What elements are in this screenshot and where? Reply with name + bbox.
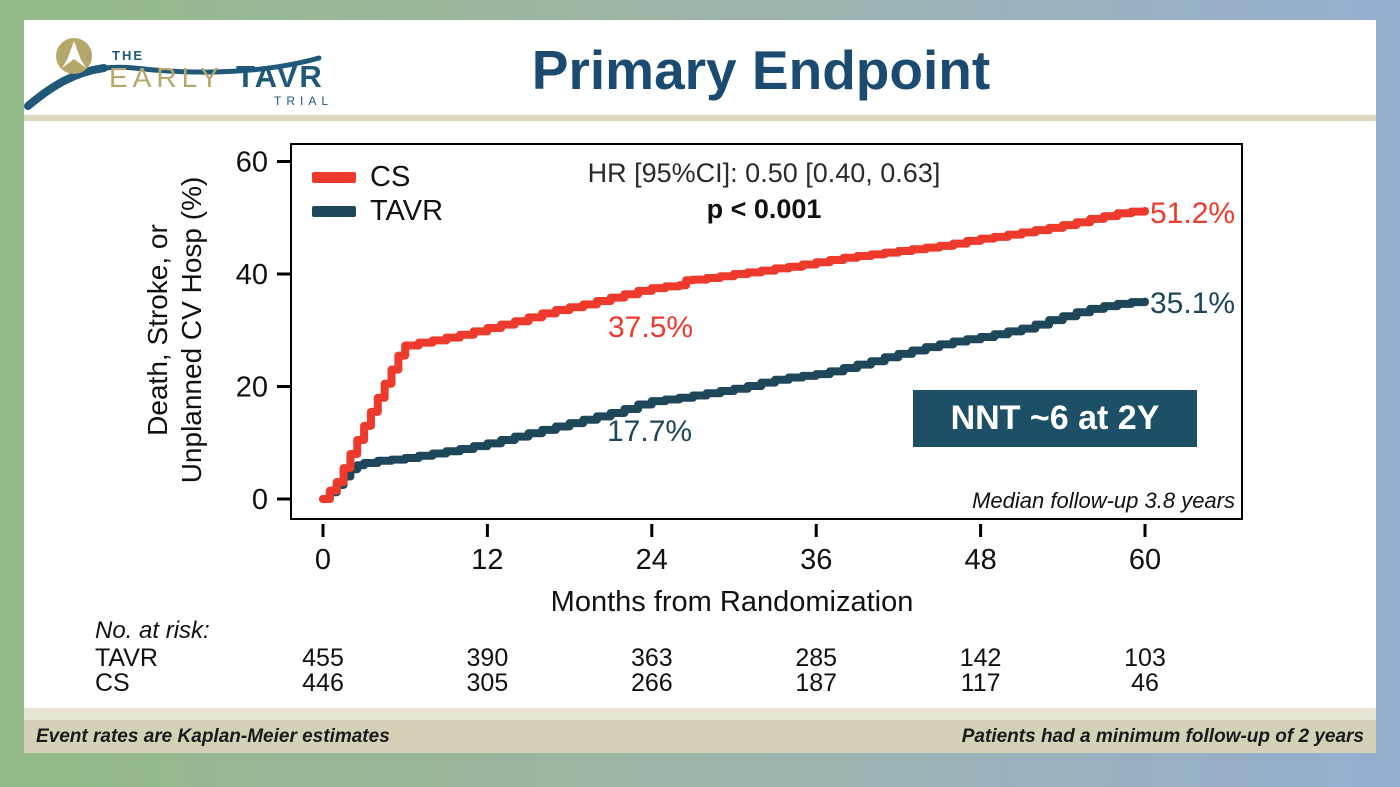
legend-item-tavr: TAVR	[312, 194, 444, 227]
y-tick-label: 40	[236, 259, 268, 291]
logo-text-early: EARLY	[109, 62, 224, 93]
risk-value: 446	[302, 669, 344, 697]
x-tick-label: 24	[636, 544, 668, 576]
legend-swatch-cs	[312, 171, 356, 183]
median-followup-note: Median follow-up 3.8 years	[972, 488, 1235, 513]
footer-divider	[24, 708, 1376, 720]
header-divider	[24, 115, 1376, 121]
y-tick-label: 60	[236, 147, 268, 179]
table-row-cs: CS 446 305 266 187 117 46	[24, 669, 1376, 697]
x-axis-title: Months from Randomization	[550, 586, 914, 618]
legend-item-cs: CS	[312, 160, 443, 193]
risk-value: 455	[302, 644, 344, 672]
table-row-tavr: TAVR 455 390 363 285 142 103	[24, 644, 1376, 672]
page-title: Primary Endpoint	[531, 39, 991, 101]
risk-value: 46	[1131, 669, 1159, 697]
km-curve-tavr	[319, 297, 1149, 503]
cs-final-rate-label: 51.2%	[1150, 197, 1236, 230]
tavr-final-rate-label: 35.1%	[1150, 287, 1236, 320]
logo-text-tavr: TAVR	[236, 59, 324, 94]
y-axis-title: Death, Stroke, or Unplanned CV Hosp (%)	[141, 120, 209, 540]
footer-bar: Event rates are Kaplan-Meier estimates P…	[24, 720, 1376, 753]
risk-value: 142	[959, 644, 1002, 672]
risk-value: 390	[466, 644, 509, 672]
y-axis-title-line1: Death, Stroke, or	[142, 224, 173, 436]
risk-value: 187	[795, 669, 838, 697]
risk-value: 363	[630, 644, 673, 672]
legend-label-tavr: TAVR	[370, 194, 444, 227]
risk-value: 117	[960, 669, 1001, 697]
hazard-ratio-text: HR [95%CI]: 0.50 [0.40, 0.63]	[587, 158, 941, 188]
x-tick-label: 12	[471, 544, 503, 576]
chart-legend: CS TAVR	[312, 160, 444, 230]
legend-label-cs: CS	[370, 160, 411, 193]
y-axis-title-line2: Unplanned CV Hosp (%)	[176, 176, 207, 484]
cs-2y-rate-label: 37.5%	[608, 311, 694, 344]
nnt-badge: NNT ~6 at 2Y	[913, 390, 1197, 447]
tavr-2y-rate-label: 17.7%	[607, 415, 693, 448]
risk-value: 103	[1124, 644, 1166, 672]
footer-note-left: Event rates are Kaplan-Meier estimates	[36, 725, 390, 747]
legend-swatch-tavr	[312, 205, 356, 217]
slide-card: THE EARLY TAVR TRIAL Primary Endpoint De…	[24, 20, 1376, 753]
km-plot-canvas: 0 20 40 60 0 12 24 36 48 60	[236, 147, 1161, 577]
risk-value: 305	[466, 669, 509, 697]
footer-note-right: Patients had a minimum follow-up of 2 ye…	[961, 725, 1364, 747]
risk-value: 285	[795, 644, 838, 672]
km-plot: 0 20 40 60 0 12 24 36 48 60	[236, 143, 1243, 577]
x-tick-label: 36	[800, 544, 832, 576]
y-tick-label: 20	[236, 372, 268, 404]
risk-value: 266	[630, 669, 673, 697]
x-tick-label: 0	[315, 544, 331, 576]
x-tick-label: 60	[1129, 544, 1161, 576]
logo-text-trial: TRIAL	[274, 94, 334, 108]
logo-emblem-icon	[24, 38, 322, 110]
risk-table-caption: No. at risk:	[95, 617, 210, 644]
early-tavr-logo: THE EARLY TAVR TRIAL	[24, 28, 354, 128]
risk-row-label: CS	[95, 669, 130, 697]
logo-text-the: THE	[112, 48, 144, 63]
risk-row-label: TAVR	[95, 644, 158, 672]
x-tick-label: 48	[964, 544, 996, 576]
km-curve-cs	[319, 207, 1149, 503]
p-value-text: p < 0.001	[706, 194, 822, 224]
hazard-ratio-annotation: HR [95%CI]: 0.50 [0.40, 0.63] p < 0.001	[504, 158, 1024, 225]
y-tick-label: 0	[252, 484, 268, 516]
